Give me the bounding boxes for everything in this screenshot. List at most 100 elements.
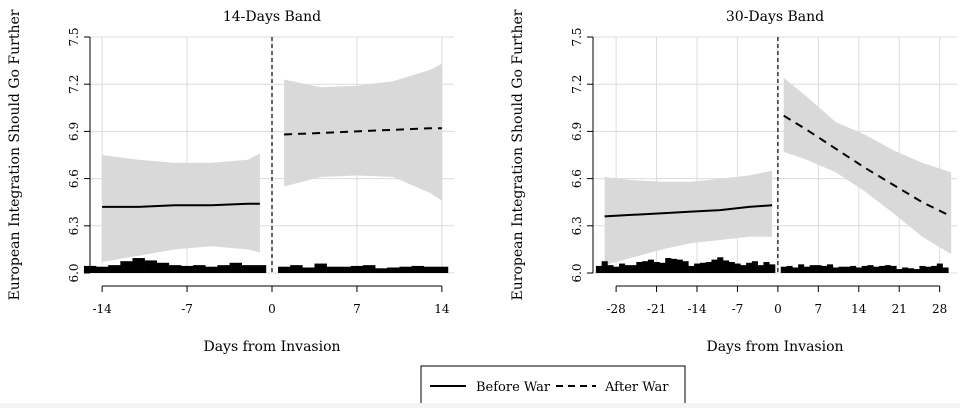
- y-tick-label: 6.0: [67, 263, 81, 282]
- histogram-bar: [936, 263, 943, 273]
- histogram-bar: [636, 261, 643, 273]
- y-tick-label: 6.9: [67, 122, 81, 141]
- confidence-band: [102, 153, 260, 262]
- y-axis-label: European Integration Should Go Further: [510, 9, 526, 300]
- histogram-bar: [699, 262, 706, 273]
- y-tick-label: 6.0: [570, 263, 584, 282]
- histogram-bar: [832, 267, 839, 273]
- confidence-band: [783, 77, 952, 255]
- histogram-bar: [694, 263, 701, 273]
- histogram-bar: [798, 264, 805, 273]
- histogram-bar: [711, 259, 718, 273]
- histogram-bar: [601, 261, 608, 273]
- histogram-bar: [884, 265, 891, 273]
- histogram-bar: [399, 266, 412, 273]
- histogram-bar: [241, 265, 255, 273]
- histogram-bar: [913, 269, 920, 273]
- histogram-bar: [168, 265, 182, 273]
- histogram-bar: [108, 265, 121, 273]
- histogram-bar: [844, 266, 851, 273]
- x-tick-label: 28: [932, 302, 947, 316]
- panel-title: 14-Days Band: [223, 9, 321, 25]
- legend: Before War After War: [420, 365, 686, 407]
- histogram-bar: [653, 261, 660, 273]
- histogram-bar: [879, 265, 886, 273]
- histogram-bar: [850, 265, 857, 273]
- histogram-bar: [907, 268, 914, 273]
- x-axis-label: Days from Invasion: [706, 339, 843, 355]
- histogram-bar: [786, 265, 793, 273]
- histogram-bar: [838, 266, 845, 273]
- histogram-bar: [423, 266, 437, 273]
- histogram-bar: [780, 266, 787, 273]
- histogram-bar: [902, 267, 909, 273]
- histogram-bar: [723, 260, 730, 273]
- histogram-bar: [821, 265, 828, 273]
- legend-before-label: Before War: [476, 380, 551, 395]
- histogram-bar: [607, 265, 614, 273]
- x-tick-label: -7: [181, 302, 193, 316]
- x-tick-label: -14: [92, 302, 112, 316]
- histogram-bar: [411, 265, 424, 273]
- panel-title: 30-Days Band: [726, 9, 824, 25]
- histogram-bar: [326, 266, 340, 273]
- histogram-bar: [705, 261, 712, 273]
- x-tick-label: 14: [851, 302, 867, 316]
- histogram-bar: [278, 266, 291, 273]
- histogram-bar: [896, 269, 903, 273]
- histogram-bar: [132, 258, 145, 273]
- histogram-bar: [688, 265, 695, 273]
- histogram-bar: [205, 266, 218, 273]
- histogram-bar: [827, 264, 834, 273]
- histogram-bar: [338, 266, 352, 273]
- histogram-bar: [803, 266, 810, 273]
- x-tick-label: -21: [647, 302, 666, 316]
- histogram-bar: [642, 261, 649, 273]
- histogram-bar: [665, 258, 672, 273]
- histogram-bar: [659, 262, 666, 273]
- histogram-bar: [769, 264, 776, 273]
- histogram-bar: [751, 261, 758, 273]
- histogram-bar: [815, 265, 822, 273]
- y-tick-label: 7.5: [570, 27, 584, 46]
- histogram-bar: [925, 266, 932, 273]
- histogram-bar: [873, 266, 880, 273]
- histogram-bar: [809, 265, 816, 273]
- histogram-bar: [682, 261, 689, 273]
- x-tick-label: -14: [687, 302, 707, 316]
- histogram-bar: [350, 265, 364, 273]
- x-tick-label: 0: [268, 302, 276, 316]
- histogram-bar: [855, 267, 862, 273]
- histogram-bar: [156, 262, 170, 273]
- histogram-bar: [763, 261, 770, 273]
- confidence-band: [284, 63, 442, 201]
- histogram-bar: [387, 267, 400, 273]
- histogram-bar: [193, 265, 206, 273]
- histogram-bar: [595, 265, 602, 273]
- histogram-bar: [919, 265, 926, 273]
- y-tick-label: 6.6: [67, 169, 81, 188]
- histogram-bar: [120, 261, 133, 273]
- x-tick-label: 21: [892, 302, 907, 316]
- histogram-bar: [867, 265, 874, 273]
- histogram-bar: [181, 265, 194, 273]
- histogram-bar: [931, 265, 938, 273]
- panel-14-days: 14-Days Band European Integration Should…: [7, 9, 454, 355]
- before-war-line: [604, 204, 773, 218]
- y-tick-label: 6.3: [67, 216, 81, 235]
- histogram-bar: [302, 267, 315, 273]
- histogram-bar: [942, 267, 949, 273]
- histogram-bar: [363, 265, 376, 273]
- x-tick-label: 7: [815, 302, 823, 316]
- x-axis-label: Days from Invasion: [203, 339, 340, 355]
- histogram-bar: [96, 266, 109, 273]
- y-axis-label: European Integration Should Go Further: [7, 9, 23, 300]
- histogram-bar: [734, 263, 741, 273]
- x-tick-label: 0: [774, 302, 782, 316]
- after-war-line: [284, 127, 442, 136]
- histogram-bar: [717, 257, 724, 273]
- y-tick-label: 7.2: [67, 75, 81, 94]
- histogram-bar: [861, 265, 868, 273]
- histogram-bar: [624, 265, 631, 273]
- histogram-bar: [676, 259, 683, 273]
